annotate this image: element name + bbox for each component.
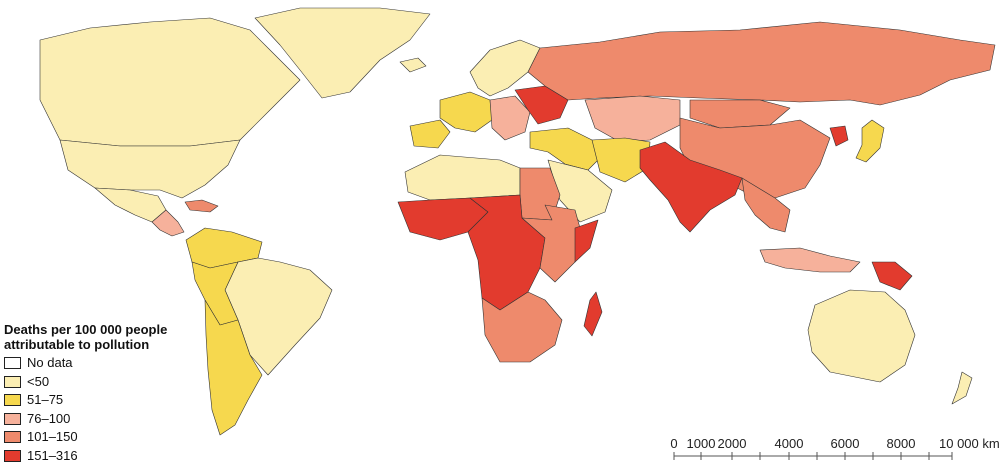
- region-russia: [527, 21, 996, 106]
- legend-item-101-150: 101–150: [4, 428, 204, 447]
- region-east-africa: [521, 204, 581, 283]
- legend-swatch: [4, 449, 21, 462]
- scale-bar: 0 1000 2000 4000 6000 8000 10 000 km: [670, 436, 1000, 460]
- scale-tick-4000: 4000: [775, 436, 804, 451]
- region-kazakhstan-central-asia: [584, 95, 681, 143]
- legend-item-no-data: No data: [4, 354, 204, 373]
- scale-tick-2000: 2000: [718, 436, 747, 451]
- scale-tick-6000: 6000: [831, 436, 860, 451]
- region-iceland: [399, 57, 427, 73]
- legend-label: <50: [27, 373, 50, 389]
- map-legend: Deaths per 100 000 people attributable t…: [4, 322, 204, 465]
- region-somalia: [574, 219, 599, 263]
- region-madagascar: [583, 291, 603, 337]
- region-arabia: [547, 159, 613, 223]
- legend-swatch: [4, 375, 21, 388]
- region-central-america: [151, 209, 185, 237]
- region-new-zealand: [951, 371, 973, 405]
- legend-swatch: [4, 357, 21, 370]
- legend-item-76-100: 76–100: [4, 410, 204, 429]
- region-central-europe: [489, 95, 531, 141]
- region-mongolia: [689, 99, 791, 129]
- region-chile-argentina: [204, 299, 263, 436]
- region-scandinavia: [469, 39, 541, 97]
- scale-tick-1000: 1000: [687, 436, 716, 451]
- legend-label: No data: [27, 355, 73, 371]
- scale-ticks: [673, 452, 953, 460]
- region-north-africa: [404, 154, 521, 201]
- region-southeast-asia: [741, 177, 791, 233]
- region-indonesia: [759, 247, 861, 273]
- scale-tick-10000-km: 10 000 km: [939, 436, 1000, 451]
- legend-label: 76–100: [27, 410, 71, 426]
- scale-tick-0: 0: [670, 436, 677, 451]
- legend-item-51-75: 51–75: [4, 391, 204, 410]
- region-north-korea: [829, 125, 849, 147]
- region-papua-new-guinea: [871, 261, 913, 291]
- region-mexico: [94, 187, 167, 223]
- legend-title-line2: attributable to pollution: [4, 337, 150, 352]
- legend-label: 151–316: [27, 447, 78, 463]
- legend-label: 101–150: [27, 429, 78, 445]
- legend-item-151-316: 151–316: [4, 447, 204, 466]
- region-turkey-middle-east: [529, 127, 601, 171]
- legend-title-line1: Deaths per 100 000 people: [4, 322, 168, 337]
- legend-item-under-50: <50: [4, 373, 204, 392]
- region-southern-africa: [481, 291, 563, 363]
- legend-title: Deaths per 100 000 people attributable t…: [4, 322, 204, 352]
- region-pakistan-india: [639, 141, 743, 233]
- region-usa: [59, 139, 241, 199]
- scale-tick-8000: 8000: [887, 436, 916, 451]
- region-caribbean: [184, 199, 219, 213]
- region-iberia: [409, 119, 451, 149]
- legend-swatch: [4, 394, 21, 407]
- legend-label: 51–75: [27, 392, 64, 408]
- legend-swatch: [4, 431, 21, 444]
- region-canada: [39, 17, 301, 147]
- region-greenland: [254, 7, 431, 99]
- region-western-europe: [439, 91, 493, 133]
- region-australia: [807, 289, 916, 383]
- region-japan: [855, 119, 885, 163]
- legend-swatch: [4, 412, 21, 425]
